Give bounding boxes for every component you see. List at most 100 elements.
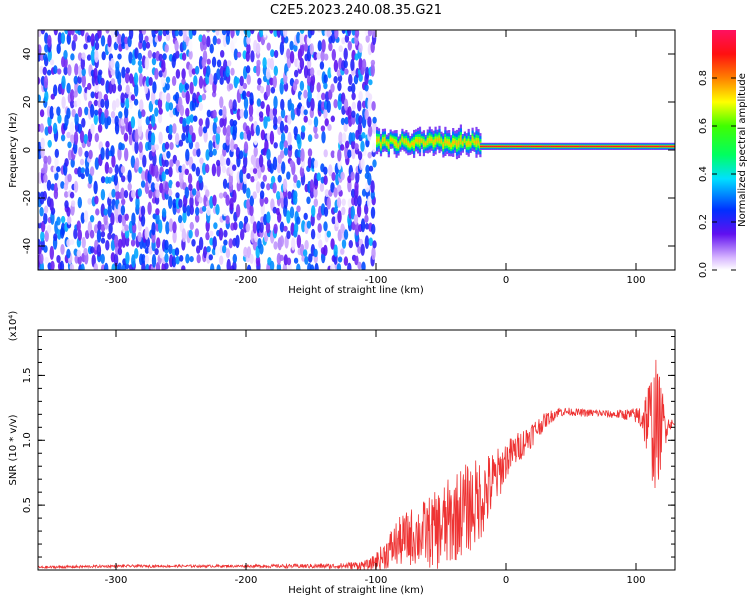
spectrogram-cell <box>326 197 331 210</box>
snr-frame <box>37 329 676 571</box>
spectrogram-cell <box>357 122 363 135</box>
spectrogram-cell <box>52 122 58 135</box>
spectrogram-cell <box>106 116 112 126</box>
spectrogram-cell <box>262 174 267 182</box>
spectrogram-cell <box>90 33 95 47</box>
spectrogram-cell <box>181 132 186 142</box>
spectrogram-cell <box>372 116 377 124</box>
spectrogram-cell <box>76 98 81 107</box>
signal-band-cell <box>455 142 459 147</box>
spectrogram-cell <box>287 144 293 151</box>
spectrogram-cell <box>232 99 237 112</box>
spectrogram-cell <box>165 30 170 35</box>
spectrogram-cell <box>230 30 235 39</box>
signal-band-cell <box>515 146 518 147</box>
spectrogram-cell <box>187 173 193 185</box>
spectrogram-cell <box>178 198 183 208</box>
spectrogram-cell <box>201 34 207 46</box>
signal-band-cell <box>643 146 646 147</box>
spectrogram-cell <box>219 76 224 85</box>
y-tick-label: 40 <box>22 48 33 61</box>
spectrogram-cell <box>205 163 210 174</box>
spectrogram-cell <box>317 30 322 33</box>
spectrogram-cell <box>168 166 173 178</box>
spectrogram-cell <box>43 155 48 164</box>
spectrogram-cell <box>336 263 342 270</box>
spectrogram-cell <box>174 247 180 256</box>
spectrogram-cell <box>96 244 102 257</box>
spectrogram-cell <box>70 200 76 207</box>
spectrogram-cell <box>344 34 350 43</box>
spectrogram-cell <box>260 181 265 190</box>
spectrogram-cell <box>125 236 130 247</box>
spectrogram-cell <box>370 206 376 219</box>
spectrogram-cell <box>337 81 342 92</box>
spectrogram-cell <box>147 49 153 59</box>
spectrogram-cell <box>276 163 282 174</box>
spectrogram-cell <box>100 147 105 161</box>
snr-panel: -300 -200 -100 0 100 0.5 1.0 1.5 Height of str… <box>8 311 676 596</box>
spectrogram-cell <box>157 113 163 124</box>
spectrogram-cell <box>188 229 193 239</box>
spectrogram-cell <box>134 157 140 170</box>
spectrogram-cell <box>235 234 240 249</box>
signal-band-cell <box>599 146 602 147</box>
signal-band-cell <box>432 141 435 145</box>
spectrogram-cell <box>367 151 372 159</box>
spectrogram-cell <box>264 197 269 205</box>
y-tick-label: 1.5 <box>22 367 33 383</box>
signal-band-cell <box>669 146 672 147</box>
spectrogram-cell <box>361 58 367 72</box>
spectrogram-cells <box>38 30 675 270</box>
spectrogram-cell <box>198 236 204 251</box>
spectrogram-cell <box>175 255 180 265</box>
signal-band-cell <box>389 138 392 141</box>
spectrogram-cell <box>324 189 330 197</box>
spectrogram-cell <box>266 183 271 191</box>
signal-band-cell <box>610 146 613 147</box>
spectrogram-cell <box>131 254 136 268</box>
spectrogram-cell <box>90 246 95 254</box>
spectrogram-cell <box>282 178 288 193</box>
spectrogram-cell <box>100 35 106 47</box>
spectrogram-cell <box>354 255 359 266</box>
spectrogram-cell <box>63 49 68 60</box>
signal-band-cell <box>503 146 506 147</box>
spectrogram-cell <box>239 169 244 184</box>
signal-band-cell <box>552 146 555 147</box>
spectrogram-cell <box>196 254 201 264</box>
spectrogram-cell <box>300 130 305 140</box>
spectrogram-cell <box>209 43 214 54</box>
spectrogram-cell <box>44 256 49 264</box>
spectrogram-cell <box>371 142 377 153</box>
spectrogram-cell <box>276 191 281 200</box>
signal-band-cell <box>507 146 510 147</box>
spectrogram-cell <box>323 82 328 90</box>
spectrogram-cell <box>110 69 116 76</box>
spectrogram-cell <box>42 66 47 76</box>
spectrogram-cell <box>206 58 211 65</box>
spectrogram-cell <box>50 260 55 270</box>
spectrogram-cell <box>100 224 106 232</box>
spectrogram-cell <box>184 168 189 175</box>
spectrogram-cell <box>350 171 355 181</box>
spectrogram-cell <box>340 248 345 255</box>
spectrogram-cell <box>178 96 183 111</box>
spectrogram-cell <box>323 74 328 84</box>
colorbar-tick-label: 0.0 <box>698 262 709 278</box>
spectrogram-cell <box>193 115 198 122</box>
spectrogram-cell <box>124 147 129 162</box>
spectrogram-cell <box>157 98 163 110</box>
signal-band-cell <box>415 139 418 142</box>
spectrogram-cell <box>372 120 377 134</box>
signal-band-cell <box>647 146 650 147</box>
spectrogram-cell <box>370 59 376 66</box>
spectrogram-cell <box>237 101 242 109</box>
spectrogram-cell <box>265 67 271 80</box>
signal-band-cell <box>487 146 490 147</box>
spectrogram-cell <box>289 206 295 219</box>
signal-band-cell <box>471 137 474 141</box>
spectrogram-cell <box>218 109 223 116</box>
spectrogram-cell <box>110 212 115 226</box>
spectrogram-cell <box>230 39 235 54</box>
